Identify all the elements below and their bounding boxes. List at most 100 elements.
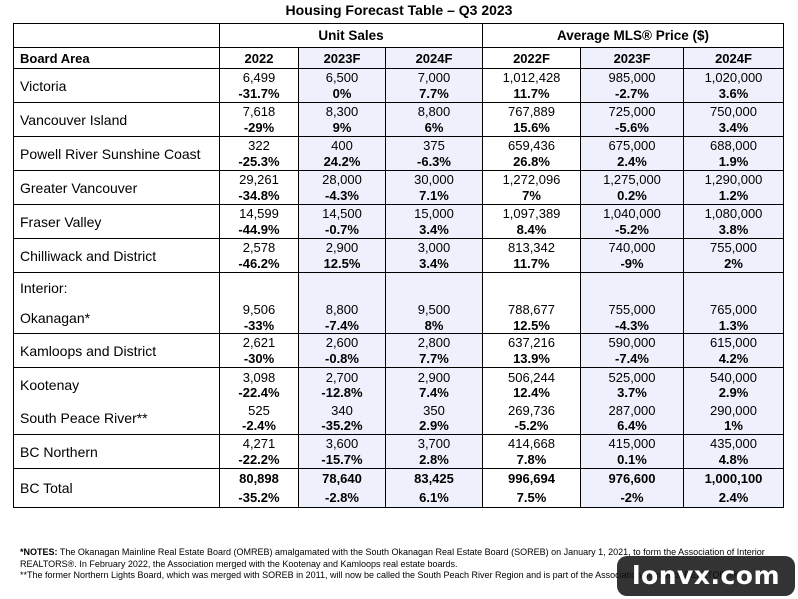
value-cell: 996,694 7.5%: [482, 468, 581, 508]
value-cell: 2,800 7.7%: [385, 333, 483, 368]
value-figure: 8,800: [325, 302, 359, 317]
percent-change: 4.8%: [718, 451, 749, 467]
value-cell: 8,800 -7.4%: [298, 302, 386, 334]
percent-change: -4.3%: [325, 187, 359, 203]
percent-change: -4.3%: [615, 317, 649, 333]
value-cell: 675,000 2.4%: [580, 136, 684, 171]
value-cell: 29,261 -34.8%: [219, 170, 299, 205]
percent-change: 12.5%: [513, 317, 550, 333]
col-pr-2023f: 2023F: [580, 47, 684, 69]
value-cell: 15,000 3.4%: [385, 204, 483, 239]
percent-change: 3.6%: [718, 85, 749, 101]
table-row: Chilliwack and District 2,578 -46.2% 2,900 1…: [13, 238, 785, 273]
table-row: South Peace River** 525 -2.4% 340 -35.2% 350 2…: [13, 402, 785, 435]
watermark-logo: lonvx.com: [617, 556, 795, 596]
header-empty-cell: [13, 23, 220, 48]
percent-change: 8.4%: [516, 221, 547, 237]
percent-change: -46.2%: [238, 255, 280, 271]
board-area-cell: Vancouver Island: [13, 102, 220, 137]
value-cell: 7,618 -29%: [219, 102, 299, 137]
value-cell: 2,700 -12.8%: [298, 367, 386, 402]
value-cell: 765,000 1.3%: [682, 302, 785, 334]
value-cell: 540,000 2.9%: [682, 367, 785, 402]
value-figure: 7,000: [417, 70, 451, 85]
table-row: Victoria 6,499 -31.7% 6,500 0% 7,000 7.7% 1,012…: [13, 68, 785, 103]
value-figure: 8,800: [417, 104, 451, 119]
percent-change: 1%: [724, 418, 743, 433]
value-cell: 28,000 -4.3%: [298, 170, 386, 205]
percent-change: -7.4%: [615, 350, 649, 366]
value-figure: 590,000: [608, 335, 656, 350]
percent-change: -33%: [243, 317, 275, 333]
value-figure: 525: [248, 402, 270, 418]
value-cell: 1,000,100 2.4%: [682, 468, 785, 508]
value-figure: 78,640: [322, 471, 362, 486]
value-cell: 659,436 26.8%: [482, 136, 581, 171]
value-cell: 525,000 3.7%: [580, 367, 684, 402]
value-figure: 340: [331, 402, 353, 418]
percent-change: 11.7%: [513, 255, 550, 271]
percent-change: 4.2%: [718, 350, 749, 366]
percent-change: 26.8%: [513, 153, 550, 169]
value-figure: 985,000: [608, 70, 656, 85]
unit-sales-group-header: Unit Sales: [219, 23, 483, 48]
interior-label: Interior:: [13, 272, 220, 302]
board-area-cell: Chilliwack and District: [13, 238, 220, 273]
value-cell: 3,600 -15.7%: [298, 434, 386, 469]
table-row: Fraser Valley 14,599 -44.9% 14,500 -0.7% 15,0…: [13, 204, 785, 239]
value-figure: 2,900: [325, 240, 359, 255]
percent-change: -9%: [620, 255, 644, 271]
value-figure: 30,000: [414, 172, 454, 187]
col-pr-2024f: 2024F: [682, 47, 785, 69]
value-cell: 7,000 7.7%: [385, 68, 483, 103]
value-cell: 375 -6.3%: [385, 136, 483, 171]
value-figure: 740,000: [608, 240, 656, 255]
board-area-cell: Okanagan*: [13, 302, 220, 334]
value-cell: 350 2.9%: [385, 402, 483, 435]
percent-change: 7.1%: [419, 187, 449, 203]
value-figure: 1,000,100: [704, 471, 763, 486]
avg-price-group-header: Average MLS® Price ($): [481, 23, 785, 48]
value-cell: 14,599 -44.9%: [219, 204, 299, 239]
table-row: Kamloops and District 2,621 -30% 2,600 -0.8%…: [13, 333, 785, 368]
footnote-1-text: The Okanagan Mainline Real Estate Board …: [20, 547, 765, 569]
percent-change: 3.8%: [718, 221, 749, 237]
value-figure: 2,800: [417, 335, 451, 350]
percent-change: -30%: [243, 350, 275, 366]
value-cell: 615,000 4.2%: [682, 333, 785, 368]
value-cell: 269,736 -5.2%: [482, 402, 581, 435]
value-figure: 813,342: [508, 240, 555, 255]
percent-change: -22.4%: [238, 385, 280, 400]
value-cell: 414,668 7.8%: [482, 434, 581, 469]
board-area-cell: BC Northern: [13, 434, 220, 469]
value-cell: 750,000 3.4%: [682, 102, 785, 137]
value-figure: 28,000: [322, 172, 362, 187]
value-cell: 637,216 13.9%: [482, 333, 581, 368]
percent-change: -2.7%: [615, 85, 649, 101]
value-figure: 287,000: [608, 402, 656, 418]
value-cell: 1,275,000 0.2%: [580, 170, 684, 205]
table-row: Powell River Sunshine Coast 322 -25.3% 400 2…: [13, 136, 785, 171]
value-cell: 1,012,428 11.7%: [482, 68, 581, 103]
value-cell: 688,000 1.9%: [682, 136, 785, 171]
value-cell: 6,500 0%: [298, 68, 386, 103]
table-row: BC Northern 4,271 -22.2% 3,600 -15.7% 3,700 2.…: [13, 434, 785, 469]
value-figure: 755,000: [608, 302, 656, 317]
board-area-cell: BC Total: [13, 468, 220, 508]
table-row: Vancouver Island 7,618 -29% 8,300 9% 8,800 6% 7…: [13, 102, 785, 137]
value-cell: 740,000 -9%: [580, 238, 684, 273]
percent-change: 7.4%: [419, 385, 449, 400]
value-figure: 1,290,000: [704, 172, 763, 187]
percent-change: 3.4%: [419, 255, 449, 271]
percent-change: -6.3%: [417, 153, 451, 169]
value-figure: 540,000: [710, 369, 757, 385]
value-cell: 725,000 -5.6%: [580, 102, 684, 137]
value-figure: 976,600: [608, 471, 656, 486]
value-figure: 1,097,389: [502, 206, 561, 221]
board-area-cell: Victoria: [13, 68, 220, 103]
percent-change: 7.8%: [516, 451, 547, 467]
footnote-2: **The former Northern Lights Board, whic…: [20, 570, 741, 580]
value-cell: 2,900 7.4%: [385, 367, 483, 402]
col-pr-2022f: 2022F: [482, 47, 581, 69]
board-area-cell: Powell River Sunshine Coast: [13, 136, 220, 171]
